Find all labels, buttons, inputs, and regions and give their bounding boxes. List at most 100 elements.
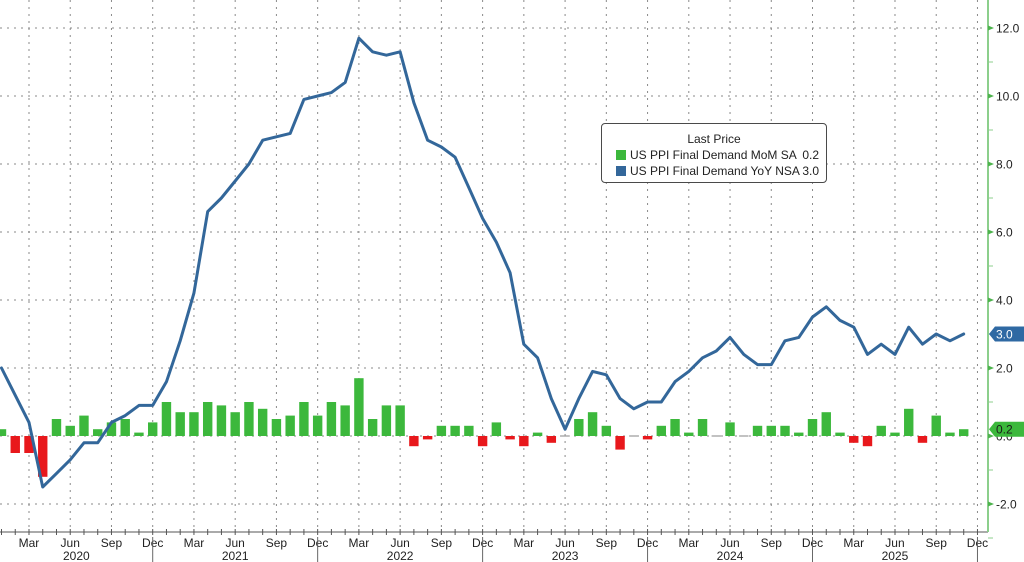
bar-mom-positive <box>326 402 337 436</box>
bar-mom-positive <box>821 412 831 436</box>
bar-mom-negative <box>422 436 433 440</box>
bar-mom-positive <box>904 408 914 436</box>
year-label: 2022 <box>387 549 414 562</box>
bar-mom-positive <box>794 432 804 436</box>
x-tick-label: Sep <box>101 536 123 550</box>
last-value-tag-text: 3.0 <box>996 328 1013 342</box>
y-tick-label: 10.0 <box>996 90 1020 104</box>
bar-mom-positive <box>945 432 955 436</box>
bar-mom-positive <box>285 415 295 436</box>
x-tick-label: Mar <box>184 536 205 550</box>
x-tick-label: Mar <box>349 536 370 550</box>
bar-mom-positive <box>202 402 213 436</box>
bar-mom-positive <box>876 425 886 436</box>
bar-mom-positive <box>491 422 502 436</box>
bar-mom-positive <box>766 425 776 436</box>
y-major-tick <box>988 297 994 303</box>
x-tick-label: Jun <box>390 536 409 550</box>
bar-mom-positive <box>807 419 818 436</box>
x-tick-label: Sep <box>266 536 288 550</box>
x-tick-label: Mar <box>514 536 535 550</box>
bar-mom-positive <box>450 425 460 436</box>
x-tick-label: Sep <box>431 536 453 550</box>
legend-value-yoy: 3.0 <box>802 164 819 178</box>
bar-mom-positive <box>244 402 254 436</box>
bar-mom-positive <box>587 412 598 436</box>
x-tick-label: Mar <box>843 536 864 550</box>
bar-mom-positive <box>189 412 199 436</box>
bar-mom-positive <box>161 402 172 436</box>
bar-mom-positive <box>684 432 694 436</box>
bar-mom-positive <box>670 419 680 436</box>
y-tick-label: 8.0 <box>996 158 1013 172</box>
y-major-tick <box>988 93 994 99</box>
bar-mom-positive <box>257 408 268 436</box>
bar-mom-negative <box>917 436 928 443</box>
y-tick-label: 6.0 <box>996 226 1013 240</box>
bar-mom-positive <box>890 432 900 436</box>
bar-mom-positive <box>752 425 763 436</box>
x-tick-label: Jun <box>61 536 80 550</box>
bar-mom-positive <box>381 405 392 436</box>
bar-mom-positive <box>216 405 227 436</box>
year-label: 2024 <box>717 549 744 562</box>
legend-swatch-mom <box>616 150 626 160</box>
bar-mom-positive <box>299 402 309 436</box>
bar-mom-negative <box>24 436 34 453</box>
line-yoy <box>0 36 966 489</box>
y-major-tick <box>988 161 994 167</box>
last-value-tag-text: 0.2 <box>996 423 1013 437</box>
bar-mom-positive <box>93 429 103 436</box>
last-value-tag <box>989 326 1024 342</box>
bar-mom-positive <box>0 429 7 436</box>
x-tick-label: Jun <box>555 536 574 550</box>
bar-mom-positive <box>354 378 364 436</box>
bar-mom-positive <box>601 425 612 436</box>
bar-mom-positive <box>106 422 117 436</box>
bar-mom-positive <box>175 412 185 436</box>
last-value-tag <box>989 421 1024 437</box>
bar-mom-negative <box>862 436 873 447</box>
x-tick-label: Sep <box>761 536 783 550</box>
legend-swatch-yoy <box>616 166 626 176</box>
legend-label-mom: US PPI Final Demand MoM SA <box>630 148 797 162</box>
x-tick-label: Jun <box>885 536 904 550</box>
bar-mom-positive <box>230 412 240 436</box>
bar-mom-positive <box>120 419 130 436</box>
bar-mom-positive <box>367 419 378 436</box>
bar-mom-positive <box>931 415 941 436</box>
bar-mom-positive <box>395 405 405 436</box>
legend-value-mom: 0.2 <box>802 148 819 162</box>
bar-mom-positive <box>312 415 323 436</box>
bar-mom-positive <box>271 419 282 436</box>
x-tick-label: Mar <box>19 536 40 550</box>
y-major-tick <box>988 229 994 235</box>
bar-mom-positive <box>780 425 790 436</box>
bar-mom-positive <box>134 432 144 436</box>
year-label: 2025 <box>882 549 909 562</box>
bar-mom-negative <box>642 436 653 440</box>
bar-mom-positive <box>436 425 447 436</box>
y-major-tick <box>988 501 994 507</box>
legend-item-yoy: US PPI Final Demand YoY NSA 3.0 <box>616 163 819 179</box>
bar-mom-positive <box>464 425 474 436</box>
bar-mom-positive <box>148 422 158 436</box>
x-tick-label: Jun <box>720 536 739 550</box>
bar-mom-negative <box>409 436 419 447</box>
bar-mom-positive <box>656 425 667 436</box>
bar-mom-negative <box>615 436 625 450</box>
bar-mom-negative <box>38 436 48 477</box>
legend-title: Last Price <box>687 132 741 146</box>
bar-mom-positive <box>532 432 543 436</box>
y-major-tick <box>988 433 994 439</box>
legend-label-yoy: US PPI Final Demand YoY NSA <box>630 164 800 178</box>
year-label: 2023 <box>552 549 579 562</box>
legend: Last Price US PPI Final Demand MoM SA 0.… <box>601 123 827 183</box>
y-major-tick <box>988 25 994 31</box>
bar-mom-positive <box>835 432 845 436</box>
year-label: 2020 <box>63 549 90 562</box>
y-tick-label: 12.0 <box>996 22 1020 36</box>
bar-mom-negative <box>519 436 529 447</box>
year-label: 2021 <box>222 549 249 562</box>
bar-mom-negative <box>10 436 20 453</box>
